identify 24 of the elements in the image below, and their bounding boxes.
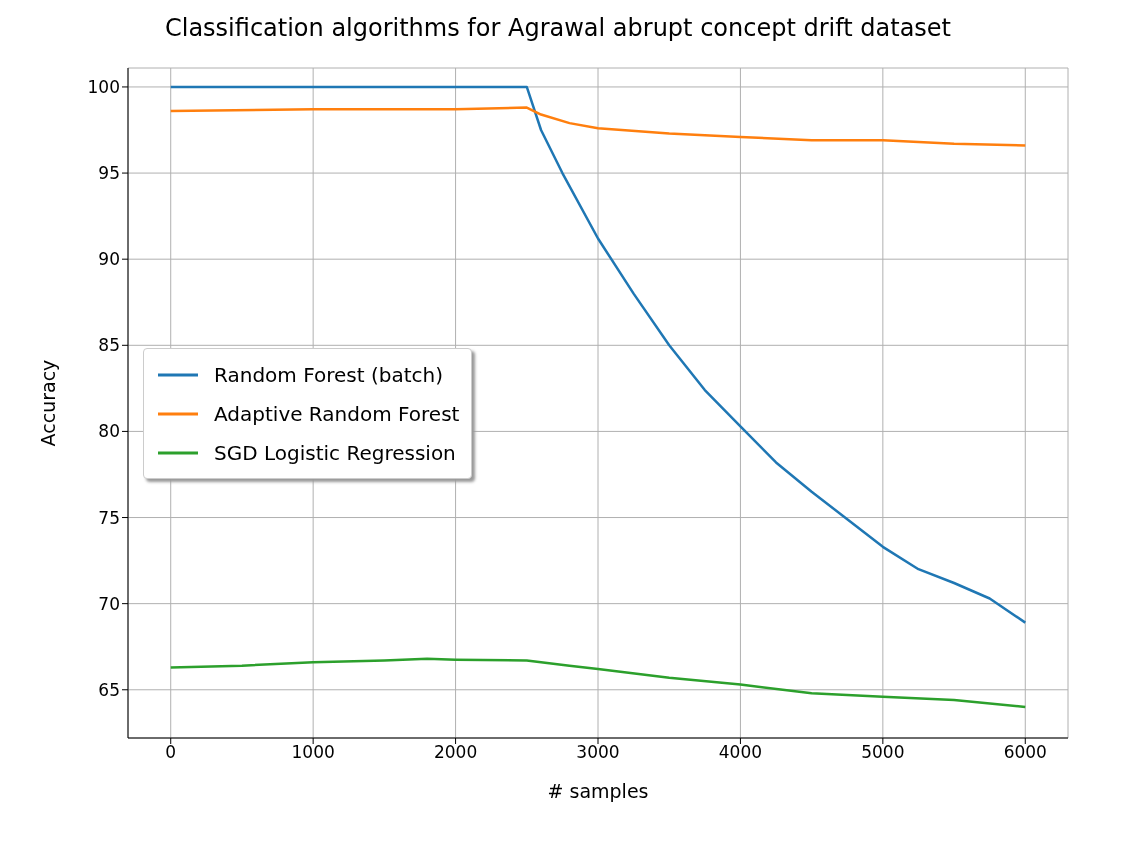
line-series	[169, 85, 1027, 624]
y-tick-label: 100	[87, 76, 120, 97]
y-tick-label: 65	[98, 679, 120, 700]
y-tick-label: 80	[98, 421, 120, 442]
legend-label: Random Forest (batch)	[214, 362, 443, 387]
x-axis-title: # samples	[547, 780, 649, 802]
line-series	[169, 657, 1027, 709]
x-tick-label: 0	[165, 742, 177, 763]
legend-label: SGD Logistic Regression	[214, 440, 456, 465]
legend-label: Adaptive Random Forest	[214, 401, 460, 426]
x-tick-label: 1000	[291, 742, 335, 763]
x-tick-label: 5000	[861, 742, 905, 763]
y-tick-label: 85	[98, 335, 120, 356]
x-tick-label: 4000	[718, 742, 763, 763]
y-tick-label: 75	[98, 507, 120, 528]
x-tick-label: 3000	[576, 742, 620, 763]
line-series	[169, 106, 1027, 147]
y-axis-title: Accuracy	[36, 359, 59, 447]
x-tick-label: 6000	[1003, 742, 1047, 763]
chart-title: Classification algorithms for Agrawal abrupt concept drift dataset	[163, 13, 953, 44]
x-tick-label: 2000	[433, 742, 478, 763]
y-tick-label: 95	[98, 163, 120, 184]
y-tick-label: 90	[98, 249, 120, 270]
y-tick-label: 70	[98, 593, 120, 614]
